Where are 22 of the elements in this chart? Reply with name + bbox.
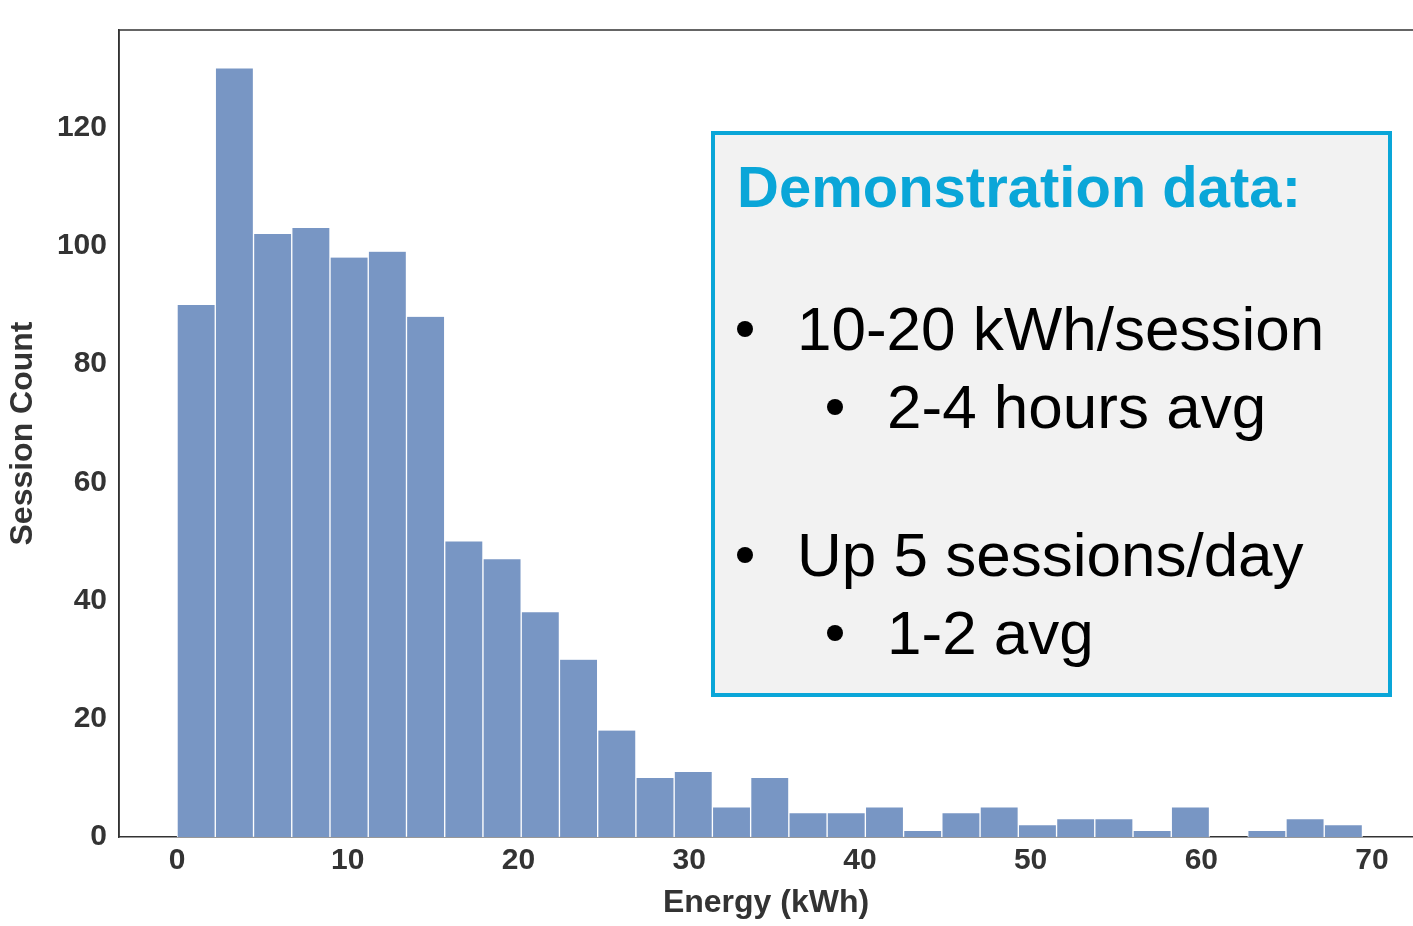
annotation: 10-20 kWh/session: [797, 293, 1325, 365]
y-tick-label: 100: [56, 227, 107, 261]
y-tick-label: 120: [56, 108, 107, 142]
x-tick-label: 20: [501, 842, 536, 876]
y-tick-label: 60: [73, 463, 107, 497]
y-tick-label: 0: [90, 818, 107, 852]
y-tick-label: 20: [73, 700, 107, 734]
y-axis-title: Session Count: [3, 321, 40, 546]
y-tick-label: 40: [73, 581, 107, 615]
y-tick-label: 80: [73, 345, 107, 379]
annotation: Demonstration data:: [737, 153, 1302, 220]
x-axis-title: Energy (kWh): [662, 882, 870, 919]
annotation: 2-4 hours avg: [887, 371, 1267, 443]
x-tick-label: 70: [1355, 842, 1389, 876]
annotation: 1-2 avg: [887, 597, 1094, 669]
annotation: Up 5 sessions/day: [797, 519, 1304, 591]
x-tick-label: 30: [672, 842, 706, 876]
x-tick-label: 0: [168, 842, 186, 876]
x-tick-label: 10: [331, 842, 365, 876]
x-tick-label: 60: [1184, 842, 1218, 876]
x-tick-label: 50: [1013, 842, 1048, 876]
x-tick-label: 40: [843, 842, 877, 876]
